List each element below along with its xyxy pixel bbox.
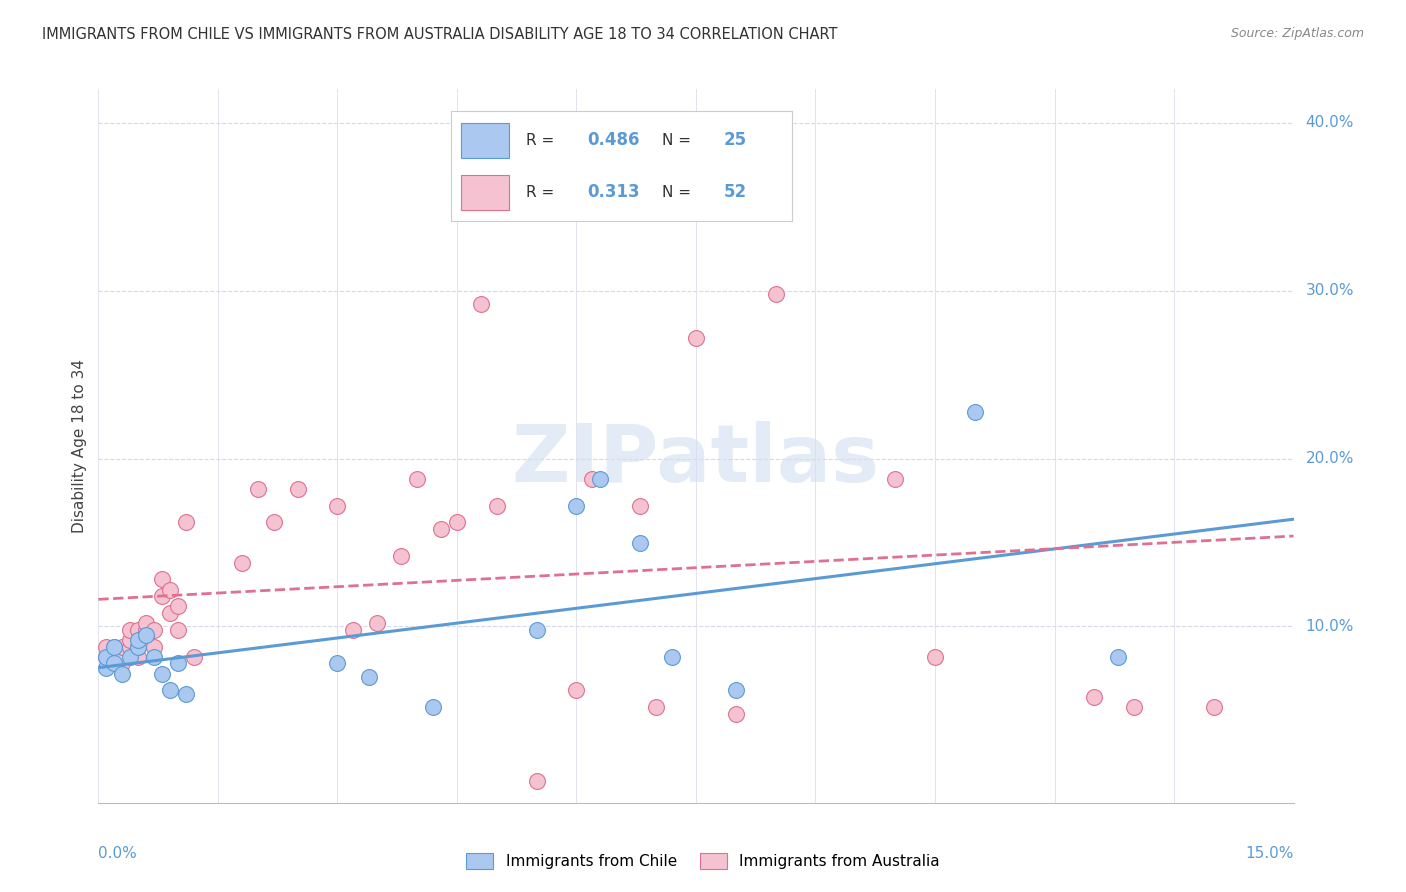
Point [96,649,118,664]
Point [342,623,364,637]
Point [1202,700,1225,714]
Point [963,404,986,418]
Legend: Immigrants from Chile, Immigrants from Australia: Immigrants from Chile, Immigrants from A… [460,847,946,875]
Point [645,700,668,714]
Point [150,573,173,587]
Point [628,535,651,549]
Point [366,616,388,631]
Point [389,549,412,563]
Point [406,472,429,486]
Point [628,499,651,513]
Point [159,582,181,597]
Text: Source: ZipAtlas.com: Source: ZipAtlas.com [1230,27,1364,40]
Point [159,606,181,620]
Point [96,640,118,654]
Point [120,623,142,637]
Point [135,628,157,642]
Text: 15.0%: 15.0% [1246,846,1294,861]
Point [135,623,157,637]
Point [1083,690,1105,704]
Point [150,589,173,603]
Point [884,472,907,486]
Text: ZIPatlas: ZIPatlas [512,421,880,500]
Point [231,556,253,570]
Point [470,297,492,311]
Point [120,649,142,664]
Point [581,472,603,486]
Point [724,683,747,698]
Point [565,683,588,698]
Point [263,516,285,530]
Point [135,616,157,631]
Point [167,599,190,614]
Point [103,657,125,671]
Point [127,640,149,654]
Point [167,657,190,671]
Text: 20.0%: 20.0% [1305,451,1354,467]
Point [111,666,134,681]
Point [246,482,269,496]
Text: 30.0%: 30.0% [1305,283,1354,298]
Point [174,687,197,701]
Point [111,649,134,664]
Point [1107,649,1129,664]
Point [127,623,149,637]
Point [143,623,166,637]
Point [111,640,134,654]
Y-axis label: Disability Age 18 to 34: Disability Age 18 to 34 [72,359,87,533]
Point [326,499,349,513]
Point [174,516,197,530]
Point [924,649,946,664]
Point [150,666,173,681]
Point [103,640,125,654]
Point [127,632,149,647]
Point [159,683,181,698]
Text: IMMIGRANTS FROM CHILE VS IMMIGRANTS FROM AUSTRALIA DISABILITY AGE 18 TO 34 CORRE: IMMIGRANTS FROM CHILE VS IMMIGRANTS FROM… [42,27,838,42]
Point [724,706,747,721]
Text: 0.0%: 0.0% [98,846,138,861]
Point [526,623,548,637]
Point [287,482,309,496]
Point [1123,700,1146,714]
Point [183,649,205,664]
Point [120,640,142,654]
Point [326,657,349,671]
Point [96,649,118,664]
Point [143,640,166,654]
Point [143,649,166,664]
Point [589,472,612,486]
Point [765,287,787,301]
Point [103,640,125,654]
Point [661,649,683,664]
Text: 40.0%: 40.0% [1305,115,1354,130]
Point [430,522,453,536]
Point [359,670,381,684]
Point [485,499,508,513]
Point [111,657,134,671]
Point [685,331,707,345]
Point [120,632,142,647]
Point [422,700,444,714]
Point [446,516,468,530]
Point [526,774,548,789]
Point [127,649,149,664]
Text: 10.0%: 10.0% [1305,619,1354,634]
Point [127,640,149,654]
Point [605,169,627,184]
Point [103,657,125,671]
Point [96,661,118,675]
Point [167,623,190,637]
Point [565,499,588,513]
